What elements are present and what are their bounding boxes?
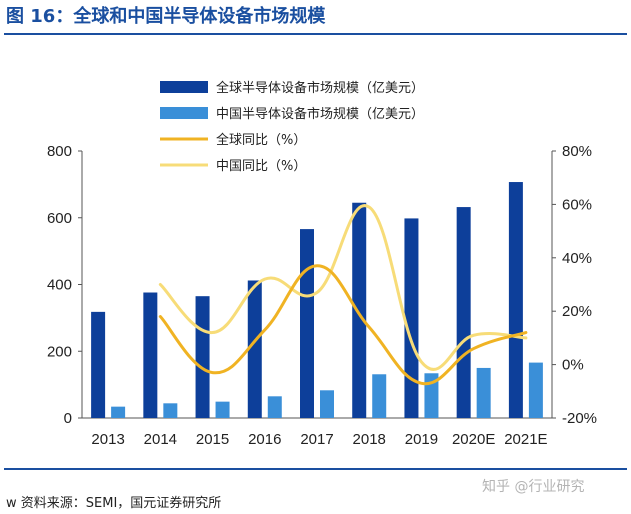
legend-label: 中国半导体设备市场规模（亿美元） <box>216 106 424 122</box>
global-market-bar <box>91 311 106 418</box>
x-tick-label: 2015 <box>196 431 229 448</box>
left-tick-label: 400 <box>47 277 72 294</box>
x-tick-label: 2016 <box>248 431 281 448</box>
china-market-bar <box>372 374 387 418</box>
global-market-bar <box>143 292 158 418</box>
global-market-bar <box>404 218 419 418</box>
global-yoy-line <box>158 264 528 386</box>
right-tick-label: 20% <box>562 303 592 320</box>
left-tick-label: 0 <box>64 410 72 427</box>
x-tick-label: 2017 <box>300 431 333 448</box>
legend-label: 中国同比（%） <box>216 159 306 174</box>
global-market-bar <box>352 202 367 418</box>
x-tick-label: 2013 <box>91 431 124 448</box>
chart: 0 200 400 600 800 -20% 0% 20% 40% 60% 80% 2013 2014 2… <box>47 80 597 448</box>
china-market-bar <box>528 362 543 418</box>
x-tick-label: 2021E <box>504 431 547 448</box>
legend-label: 全球同比（%） <box>216 132 306 148</box>
right-tick-label: 0% <box>562 357 584 374</box>
china-yoy-line <box>158 204 528 371</box>
x-tick-label: 2014 <box>144 431 177 448</box>
x-tick-label: 2020E <box>452 431 495 448</box>
title-rule <box>4 33 627 35</box>
x-tick-label: 2019 <box>405 431 438 448</box>
china-market-bar <box>215 401 230 418</box>
right-tick-label: 40% <box>562 250 592 267</box>
china-market-bar <box>320 390 334 418</box>
global-market-bar <box>300 229 314 418</box>
legend: 全球半导体设备市场规模（亿美元） 中国半导体设备市场规模（亿美元） 全球同比（%） 中… <box>160 80 424 174</box>
global-market-bar <box>456 207 471 418</box>
x-tick-label: 2018 <box>353 431 386 448</box>
global-market-bar <box>195 296 210 418</box>
china-market-bar <box>111 406 126 418</box>
china-market-bar <box>476 367 491 418</box>
global-market-bar <box>508 182 523 418</box>
footer-rule <box>4 468 627 470</box>
bars <box>91 182 543 418</box>
left-tick-label: 800 <box>47 143 72 160</box>
china-market-bar <box>163 403 178 418</box>
legend-swatch-bar <box>160 81 208 93</box>
legend-label: 全球半导体设备市场规模（亿美元） <box>216 80 424 96</box>
right-tick-label: -20% <box>562 410 597 427</box>
left-tick-label: 200 <box>47 343 72 360</box>
china-market-bar <box>267 396 282 418</box>
figure-title: 图 16：全球和中国半导体设备市场规模 <box>6 6 326 27</box>
global-market-bar <box>247 280 262 418</box>
axes: 0 200 400 600 800 -20% 0% 20% 40% 60% 80% 2013 2014 2… <box>47 143 597 448</box>
watermark: 知乎 @行业研究 <box>482 479 585 495</box>
right-tick-label: 60% <box>562 196 592 213</box>
right-tick-label: 80% <box>562 143 592 160</box>
legend-swatch-bar <box>160 107 208 119</box>
source-note: w 资料来源：SEMI，国元证券研究所 <box>6 496 222 511</box>
lines <box>158 204 528 386</box>
left-tick-label: 600 <box>47 210 72 227</box>
